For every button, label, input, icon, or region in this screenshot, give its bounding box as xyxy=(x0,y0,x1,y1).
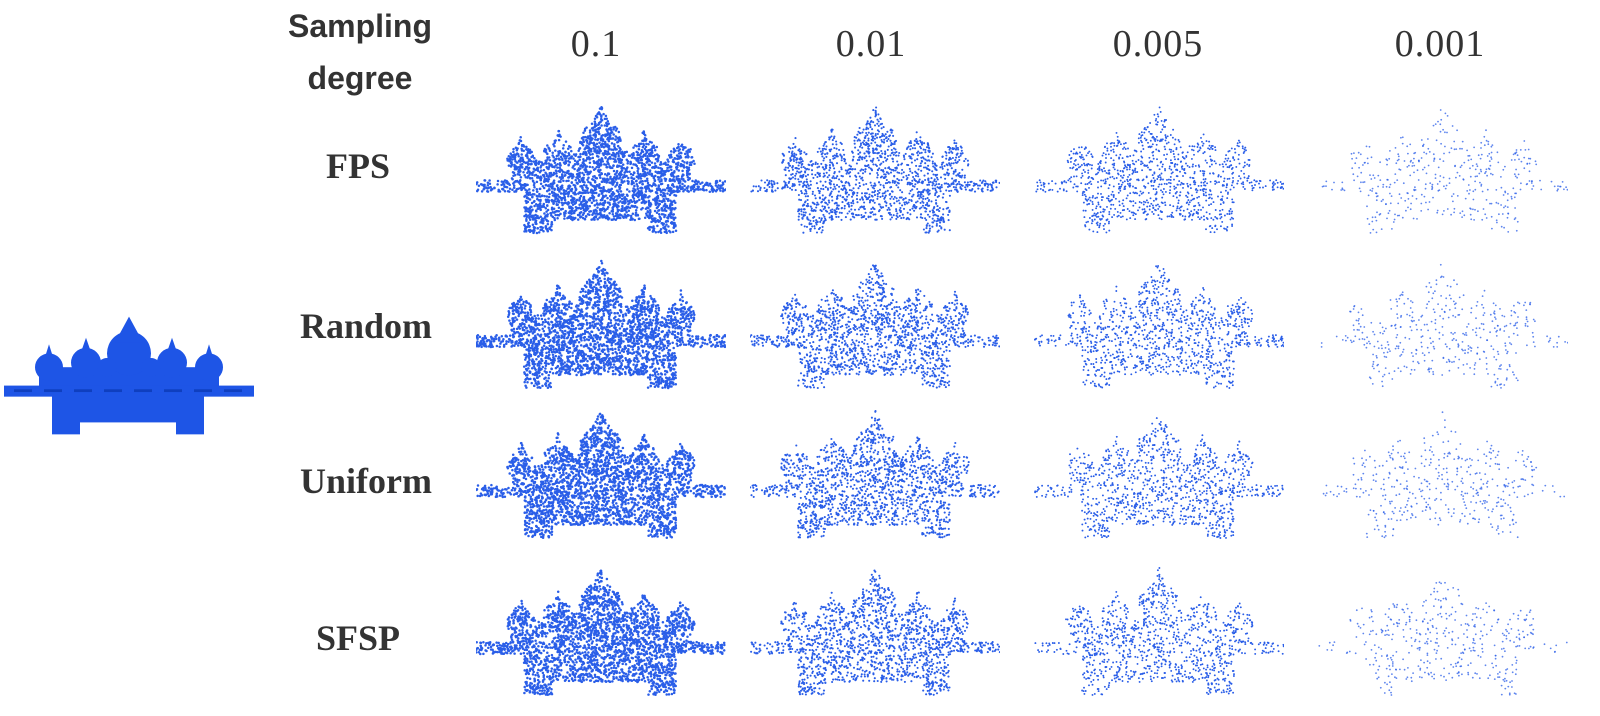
mesh-part xyxy=(115,316,143,343)
column-header-1: 0.1 xyxy=(471,22,721,66)
mesh-part xyxy=(176,392,204,435)
row-label-uniform: Uniform xyxy=(266,460,466,502)
column-header-4: 0.001 xyxy=(1315,22,1565,66)
point-cloud-sfsp-3 xyxy=(1034,562,1284,712)
point-cloud-icon xyxy=(1034,265,1284,389)
point-cloud-fps-3 xyxy=(1034,100,1284,250)
point-cloud-uniform-3 xyxy=(1034,405,1284,555)
mesh-detail xyxy=(44,389,62,393)
sampling-degree-label: Sampling degree xyxy=(270,0,450,104)
point-cloud-icon xyxy=(1035,106,1284,234)
column-header-3: 0.005 xyxy=(1033,22,1283,66)
reference-mesh-icon xyxy=(4,316,254,435)
mesh-part xyxy=(4,385,254,397)
mesh-part xyxy=(77,337,95,364)
point-cloud-sfsp-4 xyxy=(1318,562,1568,712)
point-cloud-icon xyxy=(1318,581,1568,696)
point-cloud-icon xyxy=(476,105,726,235)
point-cloud-sfsp-1 xyxy=(476,562,726,712)
point-cloud-fps-1 xyxy=(476,100,726,250)
point-cloud-fps-2 xyxy=(750,100,1000,250)
point-cloud-uniform-4 xyxy=(1318,405,1568,555)
point-cloud-icon xyxy=(476,569,726,696)
sampling-degree-line1: Sampling xyxy=(270,0,450,52)
mesh-part xyxy=(107,331,151,376)
point-cloud-icon xyxy=(750,106,1000,234)
mesh-part xyxy=(74,392,184,423)
point-cloud-icon xyxy=(476,259,726,390)
point-cloud-icon xyxy=(750,569,1000,696)
point-cloud-icon xyxy=(1320,263,1568,389)
row-label-sfsp: SFSP xyxy=(258,617,458,659)
reference-mesh-image xyxy=(2,310,256,450)
column-header-2: 0.01 xyxy=(746,22,996,66)
mesh-detail xyxy=(14,389,32,393)
point-cloud-fps-4 xyxy=(1318,100,1568,250)
point-cloud-uniform-2 xyxy=(750,405,1000,555)
mesh-detail xyxy=(134,389,152,393)
sampling-degree-line2: degree xyxy=(270,52,450,104)
point-cloud-icon xyxy=(750,409,1000,539)
mesh-part xyxy=(141,358,161,377)
mesh-part xyxy=(97,358,117,377)
point-cloud-uniform-1 xyxy=(476,405,726,555)
point-cloud-random-4 xyxy=(1318,255,1568,405)
mesh-detail xyxy=(194,389,212,393)
point-cloud-icon xyxy=(1034,567,1284,696)
mesh-detail xyxy=(224,389,242,393)
reference-mesh-shape xyxy=(4,316,254,435)
point-cloud-random-1 xyxy=(476,255,726,405)
mesh-part xyxy=(41,344,57,370)
mesh-part xyxy=(163,337,181,364)
point-cloud-icon xyxy=(1322,411,1566,539)
point-cloud-random-2 xyxy=(750,255,1000,405)
row-label-random: Random xyxy=(266,305,466,347)
point-cloud-sfsp-2 xyxy=(750,562,1000,712)
point-cloud-icon xyxy=(476,412,726,540)
mesh-part xyxy=(52,392,80,435)
point-cloud-icon xyxy=(1034,417,1284,539)
mesh-detail xyxy=(74,389,92,393)
point-cloud-random-3 xyxy=(1034,255,1284,405)
point-cloud-icon xyxy=(750,264,1000,390)
point-cloud-icon xyxy=(1321,109,1568,234)
mesh-detail xyxy=(164,389,182,393)
row-label-fps: FPS xyxy=(258,145,458,187)
mesh-part xyxy=(201,344,217,370)
mesh-detail xyxy=(104,389,122,393)
